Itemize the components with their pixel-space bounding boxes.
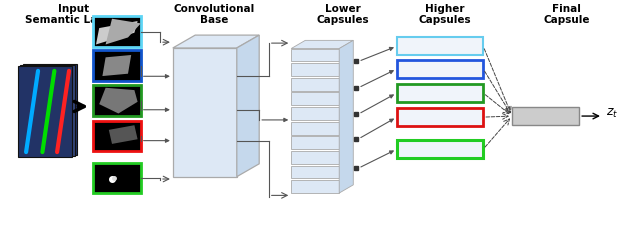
FancyBboxPatch shape xyxy=(397,140,483,158)
FancyBboxPatch shape xyxy=(397,37,483,55)
FancyBboxPatch shape xyxy=(93,163,141,193)
Text: $z_t$: $z_t$ xyxy=(606,107,618,120)
Polygon shape xyxy=(291,78,339,91)
Polygon shape xyxy=(99,88,138,113)
FancyBboxPatch shape xyxy=(20,65,75,156)
FancyBboxPatch shape xyxy=(397,108,483,126)
Polygon shape xyxy=(291,151,339,164)
Polygon shape xyxy=(291,40,353,48)
Polygon shape xyxy=(339,40,353,193)
Polygon shape xyxy=(291,180,339,193)
FancyBboxPatch shape xyxy=(18,66,72,157)
Polygon shape xyxy=(291,122,339,135)
Polygon shape xyxy=(291,92,339,105)
Polygon shape xyxy=(291,107,339,120)
Polygon shape xyxy=(237,35,259,177)
FancyBboxPatch shape xyxy=(512,107,579,125)
Text: Input
Semantic Layers: Input Semantic Layers xyxy=(25,4,122,25)
Polygon shape xyxy=(173,35,259,48)
Text: Lower
Capsules: Lower Capsules xyxy=(316,4,369,25)
Polygon shape xyxy=(102,55,131,76)
Polygon shape xyxy=(291,48,339,61)
FancyBboxPatch shape xyxy=(93,85,141,116)
Polygon shape xyxy=(291,63,339,76)
Polygon shape xyxy=(291,166,339,178)
Polygon shape xyxy=(96,21,138,44)
FancyBboxPatch shape xyxy=(93,121,141,151)
FancyBboxPatch shape xyxy=(93,16,141,47)
FancyBboxPatch shape xyxy=(93,50,141,81)
Polygon shape xyxy=(173,48,237,177)
Text: Higher
Capsules: Higher Capsules xyxy=(419,4,471,25)
Polygon shape xyxy=(106,19,141,44)
FancyBboxPatch shape xyxy=(397,84,483,102)
Polygon shape xyxy=(109,125,138,144)
Polygon shape xyxy=(291,136,339,149)
FancyBboxPatch shape xyxy=(397,60,483,78)
FancyBboxPatch shape xyxy=(23,64,77,155)
Text: Convolutional
Base: Convolutional Base xyxy=(174,4,255,25)
Text: Final
Capsule: Final Capsule xyxy=(543,4,589,25)
